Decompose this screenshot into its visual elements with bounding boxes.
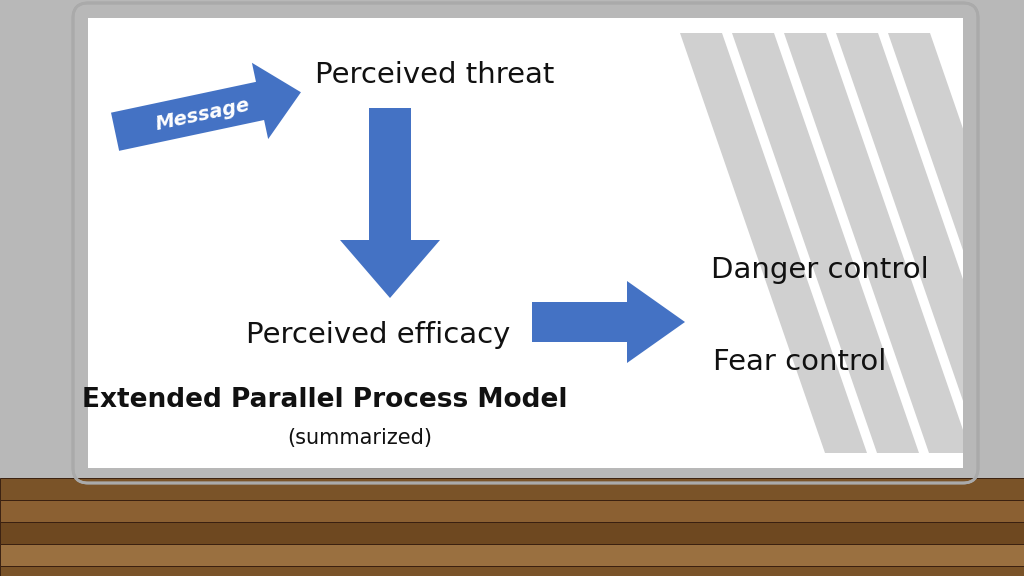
Text: Extended Parallel Process Model: Extended Parallel Process Model bbox=[82, 387, 567, 413]
Polygon shape bbox=[680, 33, 867, 453]
FancyBboxPatch shape bbox=[73, 3, 978, 483]
Polygon shape bbox=[784, 33, 971, 453]
Bar bbox=[0, 500, 1024, 522]
Bar bbox=[963, 0, 1024, 576]
Text: (summarized): (summarized) bbox=[288, 428, 432, 448]
Bar bbox=[0, 478, 1024, 500]
Text: Message: Message bbox=[154, 96, 252, 134]
Bar bbox=[0, 544, 1024, 566]
Bar bbox=[0, 522, 1024, 544]
Text: Danger control: Danger control bbox=[711, 256, 929, 284]
Text: Perceived efficacy: Perceived efficacy bbox=[246, 321, 510, 349]
Bar bbox=[0, 0, 1024, 18]
Bar bbox=[0, 0, 88, 576]
Bar bbox=[0, 566, 1024, 576]
Bar bbox=[0, 522, 1024, 544]
Polygon shape bbox=[532, 281, 685, 363]
Polygon shape bbox=[111, 63, 301, 151]
Polygon shape bbox=[340, 108, 440, 298]
Bar bbox=[0, 544, 1024, 566]
Text: Fear control: Fear control bbox=[714, 348, 887, 376]
Text: Perceived threat: Perceived threat bbox=[315, 61, 555, 89]
Polygon shape bbox=[732, 33, 919, 453]
Bar bbox=[0, 500, 1024, 522]
Bar bbox=[0, 478, 1024, 500]
Bar bbox=[0, 566, 1024, 576]
Polygon shape bbox=[888, 33, 1024, 453]
Polygon shape bbox=[836, 33, 1023, 453]
Bar bbox=[0, 468, 1024, 576]
